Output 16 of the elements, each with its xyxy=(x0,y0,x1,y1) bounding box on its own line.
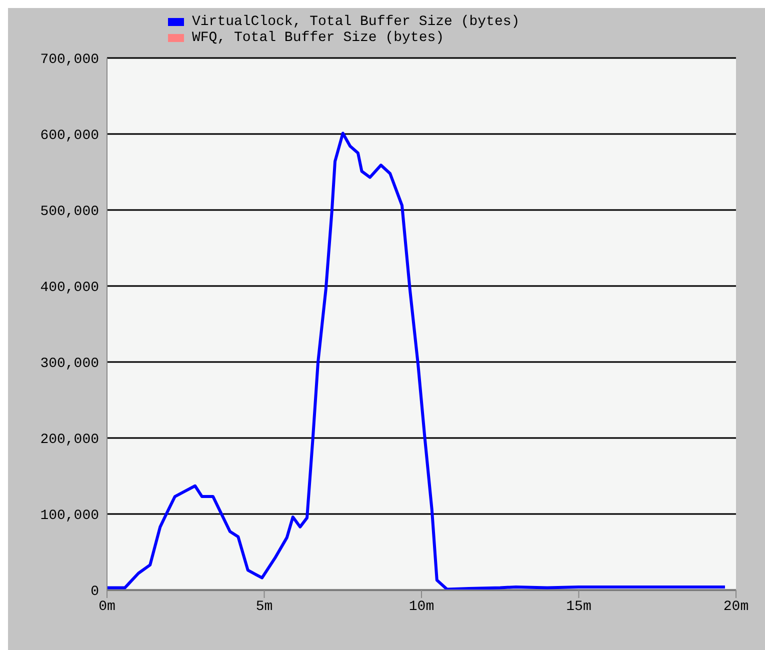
x-tick-label: 10m xyxy=(408,598,434,615)
y-tick-label: 200,000 xyxy=(40,432,99,448)
legend-label: VirtualClock, Total Buffer Size (bytes) xyxy=(192,14,520,30)
y-tick-label: 400,000 xyxy=(40,280,99,296)
x-tick-label: 15m xyxy=(566,598,592,615)
x-tick-label: 5m xyxy=(256,598,273,615)
y-tick-label: 0 xyxy=(90,584,99,600)
y-tick-label: 500,000 xyxy=(40,204,99,220)
legend-label: WFQ, Total Buffer Size (bytes) xyxy=(192,30,444,46)
y-tick-label: 300,000 xyxy=(40,356,99,372)
line-series xyxy=(107,132,726,590)
y-tick-label: 700,000 xyxy=(40,52,99,68)
x-tick-label: 20m xyxy=(723,598,749,615)
y-tick-label: 600,000 xyxy=(40,128,99,144)
y-tick-label: 100,000 xyxy=(40,508,99,524)
x-tick-label: 0m xyxy=(98,598,116,615)
